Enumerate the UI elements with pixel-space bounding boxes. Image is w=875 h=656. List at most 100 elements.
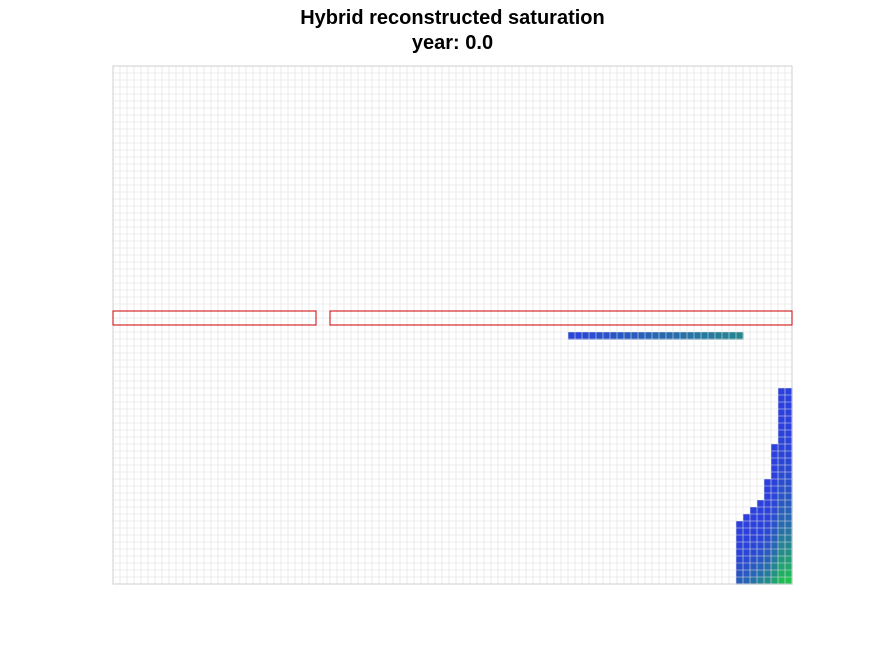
saturation-cell <box>778 556 786 564</box>
saturation-cell <box>771 486 779 494</box>
saturation-cell <box>743 528 751 536</box>
saturation-cell <box>722 332 730 340</box>
saturation-cell <box>778 395 786 403</box>
saturation-cell <box>568 332 576 340</box>
saturation-cell <box>778 479 786 487</box>
saturation-cell <box>785 388 793 396</box>
saturation-cell <box>785 472 793 480</box>
saturation-cell <box>785 430 793 438</box>
saturation-cell <box>785 486 793 494</box>
saturation-cell <box>764 500 772 508</box>
saturation-cell <box>785 507 793 515</box>
saturation-cell <box>785 409 793 417</box>
saturation-cell <box>750 577 758 585</box>
saturation-cell <box>778 416 786 424</box>
barrier-outline-2 <box>329 310 793 326</box>
saturation-cell <box>778 472 786 480</box>
saturation-cell <box>743 549 751 557</box>
saturation-cell <box>785 416 793 424</box>
saturation-cell <box>778 549 786 557</box>
saturation-cell <box>771 500 779 508</box>
saturation-cell <box>785 437 793 445</box>
saturation-cell <box>596 332 604 340</box>
saturation-cell <box>743 563 751 571</box>
saturation-cell <box>736 521 744 529</box>
saturation-cell <box>701 332 709 340</box>
saturation-cell <box>736 332 744 340</box>
saturation-cell <box>764 486 772 494</box>
saturation-cell <box>778 500 786 508</box>
saturation-cell <box>785 563 793 571</box>
saturation-cell <box>743 535 751 543</box>
saturation-cell <box>736 542 744 550</box>
saturation-cell <box>743 521 751 529</box>
saturation-cell <box>778 430 786 438</box>
saturation-cell <box>764 507 772 515</box>
saturation-cell <box>757 528 765 536</box>
saturation-cell <box>764 563 772 571</box>
saturation-cell <box>771 479 779 487</box>
saturation-cell <box>673 332 681 340</box>
saturation-cell <box>771 472 779 480</box>
saturation-cell <box>757 549 765 557</box>
saturation-cell <box>694 332 702 340</box>
saturation-cell <box>743 570 751 578</box>
saturation-cell <box>757 521 765 529</box>
saturation-cell <box>771 465 779 473</box>
saturation-cell <box>778 451 786 459</box>
saturation-cell <box>736 556 744 564</box>
chart-subtitle: year: 0.0 <box>411 32 494 54</box>
saturation-cell <box>771 444 779 452</box>
saturation-cell <box>764 479 772 487</box>
saturation-cell <box>785 570 793 578</box>
saturation-cell <box>750 507 758 515</box>
saturation-cell <box>778 423 786 431</box>
saturation-cell <box>785 423 793 431</box>
saturation-cell <box>764 556 772 564</box>
saturation-cell <box>687 332 695 340</box>
saturation-cell <box>757 577 765 585</box>
saturation-cell <box>778 563 786 571</box>
saturation-cell <box>750 521 758 529</box>
saturation-cell <box>785 395 793 403</box>
saturation-cell <box>785 535 793 543</box>
saturation-cell <box>764 577 772 585</box>
saturation-cell <box>736 528 744 536</box>
saturation-cell <box>771 563 779 571</box>
saturation-cell <box>638 332 646 340</box>
saturation-cell <box>757 542 765 550</box>
saturation-cell <box>785 458 793 466</box>
saturation-cell <box>771 493 779 501</box>
saturation-cell <box>778 458 786 466</box>
saturation-cell <box>750 556 758 564</box>
saturation-cell <box>757 507 765 515</box>
saturation-cell <box>757 563 765 571</box>
saturation-cell <box>771 514 779 522</box>
saturation-cell <box>624 332 632 340</box>
saturation-cell <box>736 577 744 585</box>
saturation-cell <box>757 514 765 522</box>
saturation-cell <box>771 507 779 515</box>
saturation-cell <box>617 332 625 340</box>
saturation-cell <box>771 535 779 543</box>
saturation-cell <box>659 332 667 340</box>
saturation-cell <box>743 514 751 522</box>
saturation-cell <box>645 332 653 340</box>
saturation-cell <box>743 577 751 585</box>
saturation-cell <box>736 563 744 571</box>
saturation-cell <box>575 332 583 340</box>
saturation-cell <box>778 486 786 494</box>
saturation-cell <box>708 332 716 340</box>
saturation-cell <box>757 570 765 578</box>
saturation-cell <box>736 570 744 578</box>
saturation-cell <box>750 535 758 543</box>
saturation-cell <box>757 500 765 508</box>
saturation-cell <box>757 535 765 543</box>
saturation-cell <box>778 535 786 543</box>
saturation-cells <box>568 332 793 585</box>
saturation-cell <box>750 570 758 578</box>
saturation-cell <box>778 409 786 417</box>
saturation-cell <box>778 465 786 473</box>
saturation-cell <box>757 556 765 564</box>
saturation-cell <box>778 444 786 452</box>
